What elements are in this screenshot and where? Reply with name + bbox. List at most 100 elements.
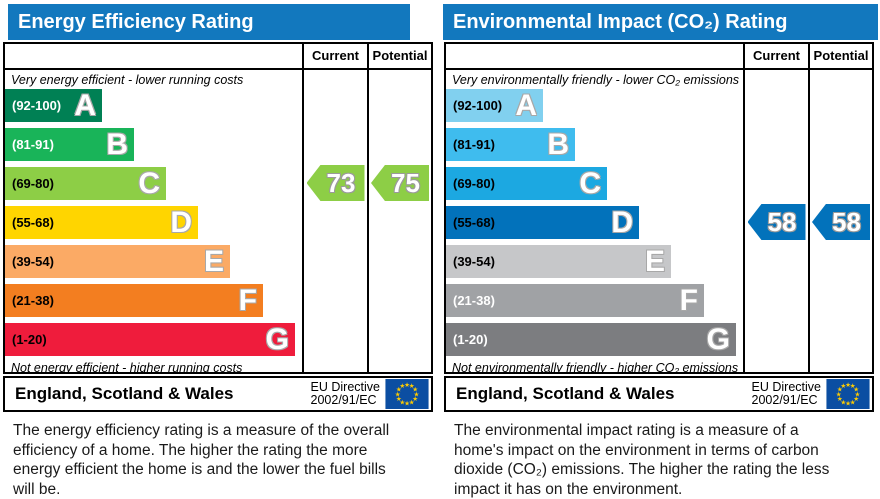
bottom-note: Not energy efficient - higher running co… <box>11 361 243 373</box>
band-e: (39-54) E <box>446 245 671 278</box>
potential-rating-arrow: 75 <box>371 165 429 201</box>
svg-text:★: ★ <box>850 399 856 407</box>
svg-text:★: ★ <box>396 386 402 394</box>
bottom-note: Not environmentally friendly - higher CO… <box>452 361 739 373</box>
svg-text:★: ★ <box>854 390 860 398</box>
current-column: 73 <box>304 70 369 372</box>
band-letter: D <box>611 206 633 239</box>
top-note: Very energy efficient - lower running co… <box>11 73 244 87</box>
band-row: (1-20) G <box>446 323 743 356</box>
band-range: (69-80) <box>12 176 54 191</box>
band-range: (55-68) <box>12 215 54 230</box>
band-row: (81-91) B <box>5 128 302 161</box>
band-row: (39-54) E <box>5 245 302 278</box>
environmental-panel-title: Environmental Impact (CO₂) Rating <box>443 4 878 40</box>
band-letter: F <box>238 284 257 317</box>
arrow-value: 58 <box>832 206 861 237</box>
energy-footer: England, Scotland & Wales EU Directive 2… <box>3 376 433 412</box>
svg-text:★: ★ <box>404 381 410 389</box>
band-c: (69-80) C <box>446 167 607 200</box>
arrow-value: 58 <box>767 206 797 237</box>
svg-text:★: ★ <box>837 395 843 403</box>
band-letter: C <box>138 167 160 200</box>
region-label: England, Scotland & Wales <box>15 384 234 403</box>
eu-directive-label: EU Directive 2002/91/EC <box>310 379 380 408</box>
current-rating-arrow: 73 <box>306 165 365 201</box>
band-e: (39-54) E <box>5 245 230 278</box>
potential-column: 58 <box>810 70 872 372</box>
svg-text:★: ★ <box>396 395 402 403</box>
band-range: (81-91) <box>453 137 495 152</box>
band-row: (55-68) D <box>446 206 743 239</box>
energy-panel-title: Energy Efficiency Rating <box>8 4 410 40</box>
region-label: England, Scotland & Wales <box>456 384 675 403</box>
arrow-value: 73 <box>326 167 356 198</box>
svg-text:★: ★ <box>399 382 405 390</box>
environmental-impact-panel: Environmental Impact (CO₂) Rating Curren… <box>443 0 878 499</box>
potential-column-header: Potential <box>813 48 869 63</box>
environmental-rating-table: Current Potential Very environmentally f… <box>444 42 874 374</box>
svg-text:★: ★ <box>413 390 419 398</box>
band-letter: G <box>265 323 289 356</box>
svg-text:★: ★ <box>840 382 846 390</box>
svg-text:★: ★ <box>409 399 415 407</box>
band-letter: E <box>644 245 665 278</box>
band-range: (81-91) <box>12 137 54 152</box>
svg-text:★: ★ <box>845 400 851 408</box>
svg-text:★: ★ <box>395 390 401 398</box>
band-row: (21-38) F <box>446 284 743 317</box>
svg-text:★: ★ <box>412 386 418 394</box>
band-row: (81-91) B <box>446 128 743 161</box>
potential-column-header: Potential <box>372 48 428 63</box>
band-row: (92-100) A <box>446 89 743 122</box>
band-range: (39-54) <box>453 254 495 269</box>
band-letter: C <box>579 167 601 200</box>
environmental-footer: England, Scotland & Wales EU Directive 2… <box>444 376 874 412</box>
band-letter: A <box>515 89 537 122</box>
energy-description: The energy efficiency rating is a measur… <box>13 422 390 498</box>
band-range: (1-20) <box>12 332 47 347</box>
table-body: Very environmentally friendly - lower CO… <box>446 70 872 372</box>
band-f: (21-38) F <box>446 284 704 317</box>
svg-text:★: ★ <box>409 382 415 390</box>
svg-text:★: ★ <box>850 382 856 390</box>
eu-directive-line2: 2002/91/EC <box>310 393 377 407</box>
current-column-header: Current <box>745 44 810 68</box>
table-body: Very energy efficient - lower running co… <box>5 70 431 372</box>
svg-text:★: ★ <box>840 399 846 407</box>
current-column-header: Current <box>304 44 369 68</box>
band-b: (81-91) B <box>446 128 575 161</box>
environmental-description: The environmental impact rating is a mea… <box>454 422 830 498</box>
band-d: (55-68) D <box>5 206 198 239</box>
band-c: (69-80) C <box>5 167 166 200</box>
band-row: (21-38) F <box>5 284 302 317</box>
energy-rating-table: Current Potential Very energy efficient … <box>3 42 433 374</box>
svg-text:★: ★ <box>404 400 410 408</box>
band-range: (92-100) <box>12 98 62 113</box>
band-area: Very environmentally friendly - lower CO… <box>446 70 745 372</box>
table-header-row: Current Potential <box>5 44 431 70</box>
band-letter: B <box>547 128 569 161</box>
band-letter: B <box>106 128 128 161</box>
band-range: (21-38) <box>12 293 54 308</box>
band-range: (55-68) <box>453 215 495 230</box>
band-g: (1-20) G <box>446 323 736 356</box>
header-spacer <box>446 44 745 68</box>
band-range: (21-38) <box>453 293 495 308</box>
band-a: (92-100) A <box>446 89 543 122</box>
band-letter: D <box>170 206 192 239</box>
svg-text:★: ★ <box>837 386 843 394</box>
band-row: (69-80) C <box>5 167 302 200</box>
eu-flag-icon: ★★★ ★★★ ★★★ ★★★ <box>385 379 429 409</box>
band-g: (1-20) G <box>5 323 295 356</box>
table-header-row: Current Potential <box>446 44 872 70</box>
band-letter: G <box>706 323 730 356</box>
band-f: (21-38) F <box>5 284 263 317</box>
band-area: Very energy efficient - lower running co… <box>5 70 304 372</box>
eu-directive-label: EU Directive 2002/91/EC <box>752 380 821 408</box>
eu-directive-line1: EU Directive <box>310 379 380 394</box>
band-b: (81-91) B <box>5 128 134 161</box>
potential-column: 75 <box>369 70 431 372</box>
svg-text:★: ★ <box>412 395 418 403</box>
